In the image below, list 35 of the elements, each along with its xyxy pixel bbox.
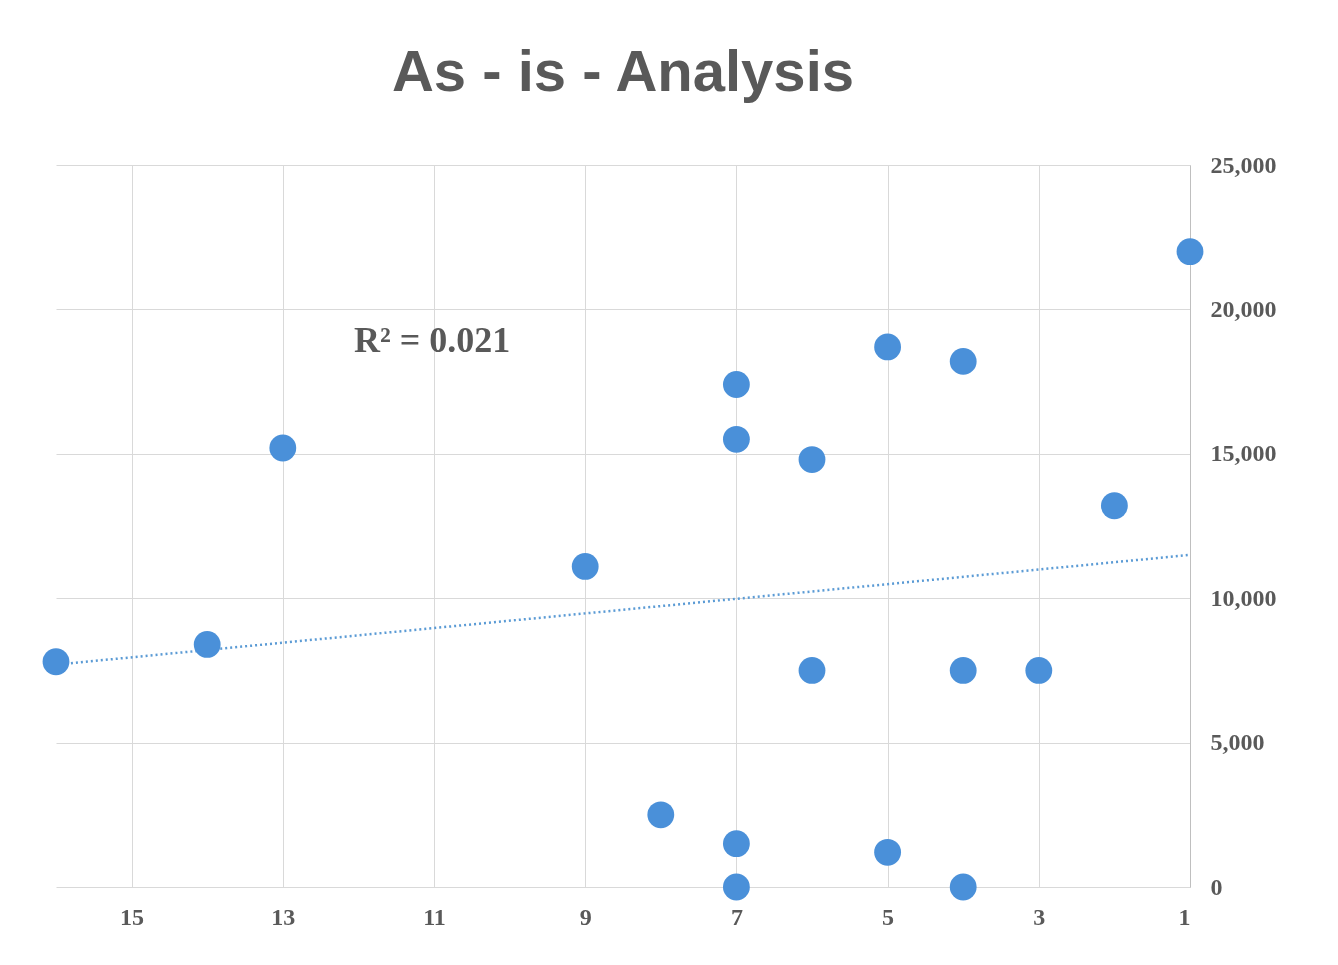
point (269, 434, 297, 462)
point (571, 553, 599, 580)
y-tick-label: 20,000 (1210, 295, 1277, 322)
point (949, 873, 977, 901)
point (949, 347, 977, 375)
point (722, 873, 750, 901)
x-tick-label: 11 (423, 903, 446, 930)
chart-title: As - is - Analysis (391, 38, 855, 103)
y-tick-label: 0 (1210, 873, 1223, 900)
y-tick-label: 25,000 (1210, 151, 1277, 178)
point (722, 425, 750, 453)
point (722, 830, 750, 858)
point (722, 371, 750, 398)
x-tick-label: 15 (120, 903, 145, 930)
point (798, 446, 826, 473)
point (42, 648, 70, 676)
point (874, 333, 902, 361)
x-tick-label: 1 (1178, 903, 1191, 930)
point (193, 631, 221, 658)
y-tick-label: 10,000 (1210, 584, 1277, 611)
y-tick-label: 15,000 (1210, 440, 1277, 467)
point (1176, 238, 1204, 266)
y-tick-label: 5,000 (1210, 729, 1265, 756)
x-tick-label: 7 (730, 903, 743, 930)
x-tick-label: 3 (1033, 903, 1046, 930)
point (798, 657, 826, 684)
annotation: R² = 0.021 (354, 320, 511, 360)
x-tick-label: 9 (579, 903, 592, 930)
point (949, 657, 977, 684)
point (1100, 492, 1128, 520)
point (874, 838, 902, 866)
point (1025, 657, 1053, 684)
point (647, 801, 675, 829)
x-tick-label: 5 (882, 903, 895, 930)
x-tick-label: 13 (271, 903, 296, 930)
